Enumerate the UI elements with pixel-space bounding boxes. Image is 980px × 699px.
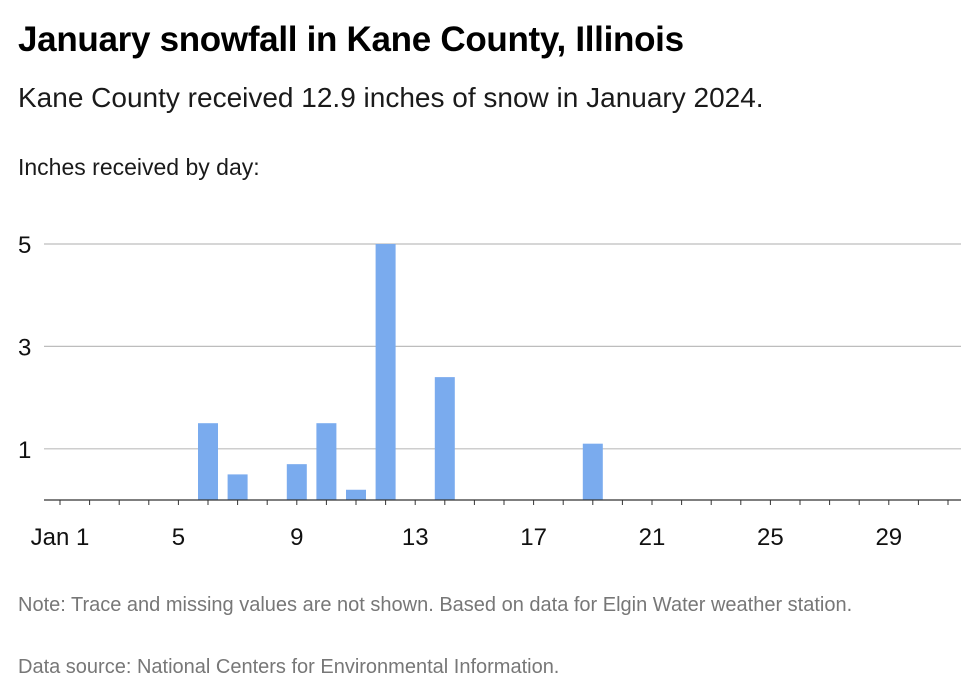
y-axis-caption: Inches received by day:: [18, 154, 260, 180]
bar: [316, 423, 337, 500]
data-source: Data source: National Centers for Enviro…: [18, 656, 560, 678]
chart-subtitle: Kane County received 12.9 inches of snow…: [18, 82, 764, 113]
x-tick-label: 9: [290, 524, 303, 551]
x-tick-label: Jan 1: [31, 524, 90, 551]
x-axis: [44, 499, 961, 505]
x-tick-label: 29: [875, 524, 902, 551]
gridlines: [44, 243, 961, 450]
y-tick-label: 5: [18, 232, 31, 259]
chart-title: January snowfall in Kane County, Illinoi…: [18, 20, 684, 59]
x-tick-label: 13: [402, 524, 429, 551]
bar: [198, 423, 218, 500]
x-tick-label: 17: [520, 524, 547, 551]
x-tick-label: 21: [639, 524, 666, 551]
bar: [346, 489, 366, 500]
bar: [375, 244, 396, 500]
footnote: Note: Trace and missing values are not s…: [18, 594, 853, 616]
x-tick-label: 25: [757, 524, 784, 551]
x-tick-label: 5: [172, 524, 185, 551]
bar: [434, 377, 455, 500]
bar: [227, 474, 248, 500]
bar: [286, 464, 307, 500]
bar: [582, 443, 603, 500]
y-tick-label: 1: [18, 437, 31, 464]
y-tick-label: 3: [18, 334, 31, 361]
bars: [198, 244, 603, 500]
